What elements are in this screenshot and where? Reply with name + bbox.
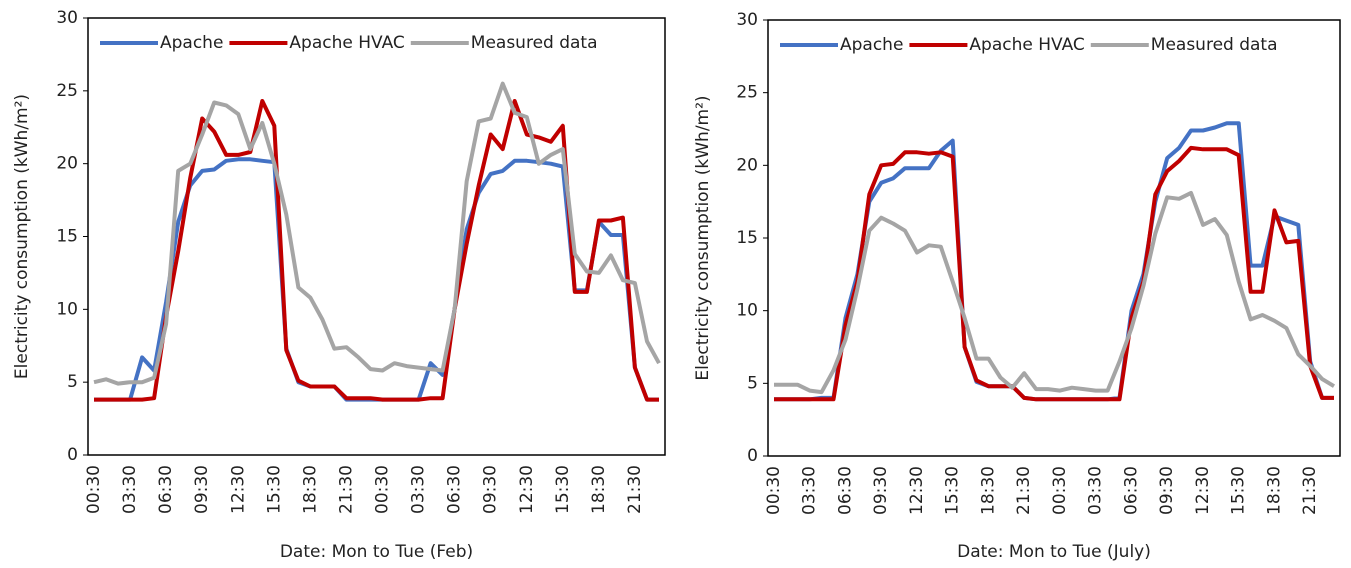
x-tick-label: 15:30 <box>943 466 963 515</box>
x-tick-label: 18:30 <box>589 465 609 514</box>
x-tick-label: 00:30 <box>764 466 784 515</box>
x-tick-label: 12:30 <box>517 465 537 514</box>
y-tick-label: 20 <box>736 155 758 175</box>
x-tick-label: 15:30 <box>553 465 573 514</box>
legend-label: Measured data <box>471 33 598 53</box>
x-tick-label: 09:30 <box>481 465 501 514</box>
x-tick-label: 12:30 <box>907 466 927 515</box>
x-tick-label: 21:30 <box>336 465 356 514</box>
x-tick-label: 09:30 <box>871 466 891 515</box>
x-axis-title: Date: Mon to Tue (July) <box>957 542 1151 562</box>
y-tick-label: 5 <box>747 373 758 393</box>
x-tick-label: 12:30 <box>1193 466 1213 515</box>
x-tick-label: 12:30 <box>228 465 248 514</box>
x-tick-label: 09:30 <box>1157 466 1177 515</box>
x-tick-label: 15:30 <box>264 465 284 514</box>
x-tick-label: 00:30 <box>84 465 104 514</box>
y-tick-label: 15 <box>736 228 758 248</box>
y-tick-label: 0 <box>67 445 78 465</box>
chart: 0 5 10 15 20 25 30 00:30 03:30 06:30 09:30 12:30 15:… <box>693 10 1341 562</box>
legend-label: Apache HVAC <box>289 33 404 53</box>
y-tick-label: 30 <box>56 8 78 28</box>
y-axis-title: Electricity consumption (kWh/m²) <box>12 94 32 379</box>
x-tick-label: 06:30 <box>1121 466 1141 515</box>
x-tick-label: 06:30 <box>835 466 855 515</box>
x-tick-label: 03:30 <box>120 465 140 514</box>
y-tick-label: 5 <box>67 372 78 392</box>
x-tick-label: 18:30 <box>978 466 998 515</box>
series-line <box>93 81 661 386</box>
x-tick-label: 09:30 <box>192 465 212 514</box>
x-tick-label: 21:30 <box>625 465 645 514</box>
x-tick-label: 21:30 <box>1014 466 1034 515</box>
x-tick-label: 03:30 <box>800 466 820 515</box>
x-tick-label: 15:30 <box>1229 466 1249 515</box>
series-line <box>774 145 1334 402</box>
x-tick-label: 18:30 <box>300 465 320 514</box>
x-tick-label: 03:30 <box>409 465 429 514</box>
legend-label: Apache HVAC <box>969 35 1084 55</box>
legend-label: Apache <box>840 35 903 55</box>
x-axis-title: Date: Mon to Tue (Feb) <box>280 542 473 562</box>
chart: 0 5 10 15 20 25 30 00:30 03:30 06:30 09:30 12:30 15:… <box>12 8 666 562</box>
y-axis-title: Electricity consumption (kWh/m²) <box>693 95 713 380</box>
x-tick-label: 00:30 <box>373 465 393 514</box>
x-tick-label: 06:30 <box>156 465 176 514</box>
series-line <box>774 190 1336 395</box>
x-tick-label: 00:30 <box>1050 466 1070 515</box>
y-tick-label: 25 <box>736 83 758 103</box>
y-tick-label: 20 <box>56 154 78 174</box>
plot-frame <box>767 19 1341 457</box>
y-tick-label: 10 <box>56 299 78 319</box>
y-tick-label: 10 <box>736 301 758 321</box>
legend-label: Measured data <box>1151 35 1278 55</box>
y-tick-label: 25 <box>56 81 78 101</box>
x-tick-label: 03:30 <box>1086 466 1106 515</box>
y-tick-label: 15 <box>56 227 78 247</box>
series-line <box>774 121 1334 402</box>
x-tick-label: 21:30 <box>1300 466 1320 515</box>
plot-frame <box>87 17 666 456</box>
x-tick-label: 06:30 <box>445 465 465 514</box>
y-tick-label: 30 <box>736 10 758 30</box>
legend-label: Apache <box>160 33 223 53</box>
x-tick-label: 18:30 <box>1264 466 1284 515</box>
y-tick-label: 0 <box>747 446 758 466</box>
